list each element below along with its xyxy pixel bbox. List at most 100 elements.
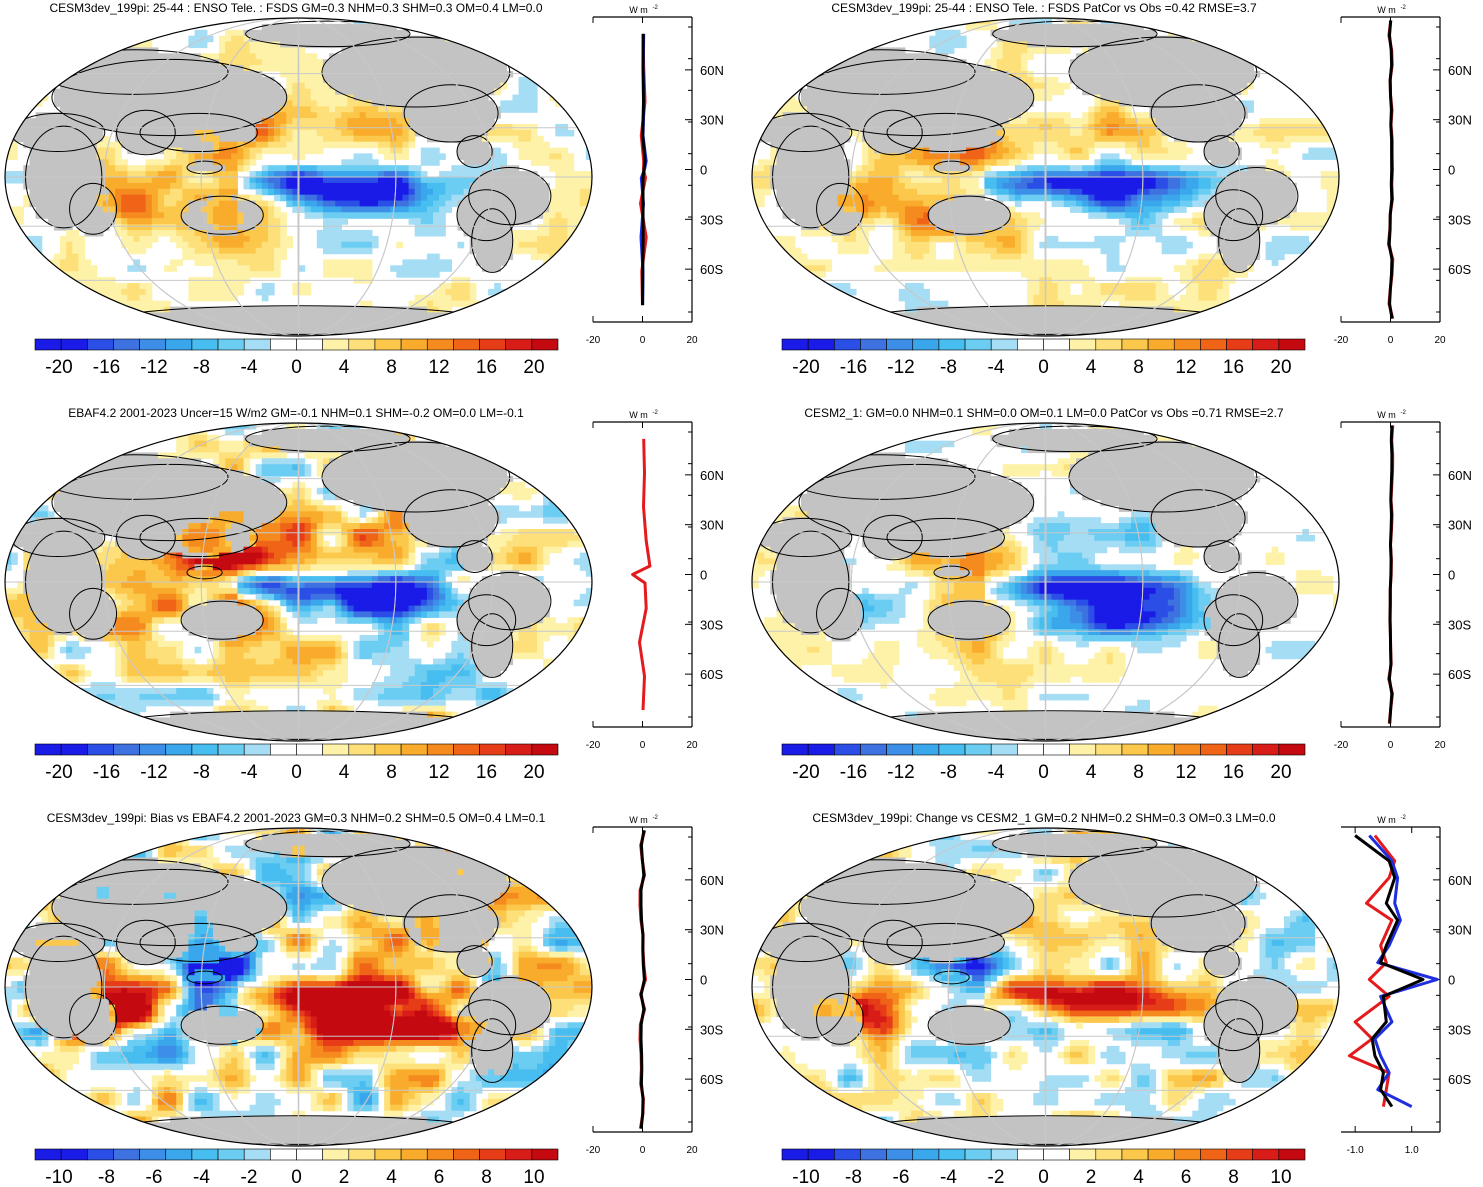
- graticule-lon: [297, 828, 300, 1146]
- map-border: [4, 17, 593, 337]
- panel-title: CESM3dev_199pi: 25-44 : ENSO Tele. : FSD…: [831, 1, 1257, 15]
- colorbar-cell: [505, 338, 533, 351]
- graticule-lon: [103, 828, 494, 1146]
- coastline: [403, 489, 499, 548]
- colorbar-cell: [113, 1148, 140, 1161]
- colorbar-cell: [912, 743, 940, 756]
- colorbar-label: 6: [1181, 1167, 1192, 1187]
- colorbar-cell: [1069, 1148, 1097, 1161]
- colorbar-cell: [479, 1148, 506, 1161]
- colorbar-cell: [1200, 338, 1227, 351]
- colorbar-label: 2: [1086, 1167, 1097, 1187]
- colorbar-label: -16: [93, 357, 120, 378]
- x-tick-label: 20: [686, 740, 698, 751]
- colorbar-cell: [453, 338, 480, 351]
- colorbar-cell: [60, 743, 88, 756]
- map-border: [751, 17, 1340, 337]
- graticule-lon: [297, 423, 300, 741]
- lat-label: 30N: [1448, 113, 1472, 128]
- colorbar-cell: [886, 1148, 914, 1161]
- coastline: [116, 919, 176, 966]
- colorbar-cell: [139, 1148, 167, 1161]
- x-tick-label: 20: [686, 1145, 698, 1156]
- colorbar-cell: [191, 338, 219, 351]
- colorbar-cell: [1252, 743, 1280, 756]
- colorbar-cell: [139, 338, 167, 351]
- colorbar-cell: [165, 1148, 193, 1161]
- colorbar-cell: [322, 1148, 350, 1161]
- x-tick-label: -20: [586, 740, 601, 751]
- colorbar-cell: [860, 1148, 887, 1161]
- colorbar-cell: [833, 338, 861, 351]
- colorbar-label: 12: [428, 762, 449, 783]
- coastline: [321, 846, 511, 918]
- colorbar-label: 12: [428, 357, 449, 378]
- colorbar-cell: [270, 743, 297, 756]
- lat-label: 60S: [1448, 262, 1471, 277]
- graticule-lon: [850, 423, 1241, 741]
- colorbar-label: -10: [45, 1167, 72, 1187]
- map-border: [4, 422, 593, 742]
- colorbar-cell: [374, 1148, 402, 1161]
- coastline: [798, 868, 1035, 947]
- coastline: [116, 109, 176, 156]
- colorbar-cell: [243, 743, 271, 756]
- x-tick-label: 0: [640, 1145, 646, 1156]
- lat-label: 60N: [1448, 63, 1472, 78]
- profile-ref-line: [641, 33, 647, 306]
- lat-label: 30S: [1448, 212, 1471, 227]
- lat-label: 60S: [700, 667, 723, 682]
- colorbar-cell: [1017, 1148, 1044, 1161]
- coastline: [69, 992, 118, 1045]
- colorbar-cell: [1173, 1148, 1201, 1161]
- colorbar-label: -8: [193, 357, 210, 378]
- colorbar-label: -4: [940, 1167, 957, 1187]
- panel-title: CESM3dev_199pi: Change vs CESM2_1 GM=0.2…: [812, 811, 1276, 825]
- coastline: [116, 514, 176, 561]
- x-tick-label: 0: [640, 740, 646, 751]
- colorbar-cell: [1200, 743, 1227, 756]
- colorbar-cell: [1226, 1148, 1254, 1161]
- colorbar-cell: [296, 1148, 323, 1161]
- lat-label: 30S: [1448, 1022, 1471, 1037]
- colorbar-label: 0: [1038, 357, 1049, 378]
- coastline: [403, 894, 499, 953]
- colorbar-label: -4: [193, 1167, 210, 1187]
- colorbar-cell: [807, 338, 835, 351]
- x-tick-label: -20: [586, 335, 601, 346]
- colorbar-label: -10: [792, 1167, 819, 1187]
- coastline: [1203, 999, 1264, 1052]
- zonal-profile: W m -2 60N 30N 0 30S 60S -1.0 1.0: [1341, 815, 1472, 1156]
- coastline: [456, 135, 493, 168]
- colorbar-cell: [139, 743, 167, 756]
- lat-label: 30S: [700, 1022, 723, 1037]
- colorbar-label: 0: [1038, 1167, 1049, 1187]
- colorbar-cell: [34, 338, 62, 351]
- colorbar-cell: [87, 1148, 114, 1161]
- colorbar-cell: [217, 338, 245, 351]
- colorbar-cell: [191, 743, 219, 756]
- colorbar-cell: [1095, 743, 1123, 756]
- coastline: [1203, 594, 1264, 647]
- colorbar-cell: [34, 1148, 62, 1161]
- colorbar-cell: [1043, 338, 1070, 351]
- colorbar-cell: [400, 1148, 428, 1161]
- colorbar-cell: [348, 1148, 376, 1161]
- colorbar-cell: [1226, 338, 1254, 351]
- panel-p6: CESM3dev_199pi: Change vs CESM2_1 GM=0.2…: [751, 811, 1472, 1187]
- coastline: [816, 182, 865, 235]
- colorbar-label: -20: [792, 357, 819, 378]
- colorbar-cell: [1147, 743, 1175, 756]
- colorbar-cell: [1121, 743, 1149, 756]
- coastline: [456, 945, 493, 978]
- colorbar-cell: [165, 338, 193, 351]
- map-field: [752, 828, 1339, 1146]
- coastline: [139, 922, 258, 963]
- lat-label: 30N: [700, 113, 724, 128]
- colorbar-cell: [113, 743, 140, 756]
- colorbar-cell: [990, 743, 1018, 756]
- colorbar-cell: [833, 1148, 861, 1161]
- colorbar-cell: [938, 743, 966, 756]
- lat-label: 0: [1448, 973, 1455, 988]
- colorbar-label: 10: [1270, 1167, 1291, 1187]
